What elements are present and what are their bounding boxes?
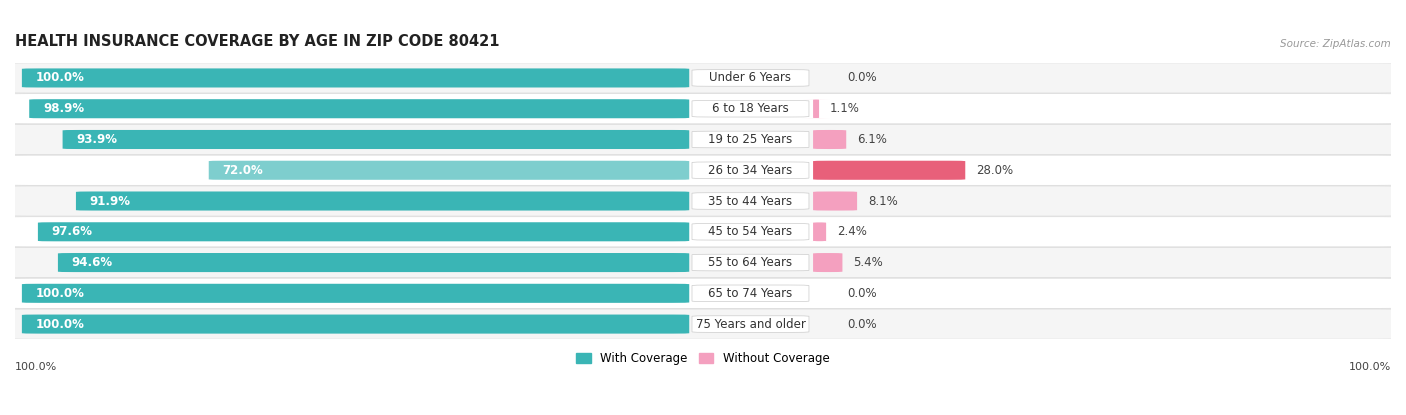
Text: 28.0%: 28.0% <box>976 164 1014 177</box>
FancyBboxPatch shape <box>692 100 808 117</box>
Text: 45 to 54 Years: 45 to 54 Years <box>709 225 793 238</box>
FancyBboxPatch shape <box>58 253 689 272</box>
FancyBboxPatch shape <box>813 130 846 149</box>
Text: 100.0%: 100.0% <box>1348 361 1391 371</box>
Text: 55 to 64 Years: 55 to 64 Years <box>709 256 793 269</box>
Text: 72.0%: 72.0% <box>222 164 263 177</box>
FancyBboxPatch shape <box>63 130 689 149</box>
FancyBboxPatch shape <box>8 63 1398 93</box>
Text: 0.0%: 0.0% <box>848 317 877 331</box>
Text: Source: ZipAtlas.com: Source: ZipAtlas.com <box>1281 39 1391 49</box>
Text: 1.1%: 1.1% <box>830 102 860 115</box>
FancyBboxPatch shape <box>30 99 689 118</box>
Text: 6.1%: 6.1% <box>858 133 887 146</box>
Text: 75 Years and older: 75 Years and older <box>696 317 806 331</box>
FancyBboxPatch shape <box>22 315 689 334</box>
FancyBboxPatch shape <box>810 222 830 241</box>
FancyBboxPatch shape <box>8 309 1398 339</box>
FancyBboxPatch shape <box>8 217 1398 247</box>
Text: 65 to 74 Years: 65 to 74 Years <box>709 287 793 300</box>
FancyBboxPatch shape <box>8 94 1398 124</box>
FancyBboxPatch shape <box>76 191 689 210</box>
Text: Under 6 Years: Under 6 Years <box>710 71 792 85</box>
Text: 19 to 25 Years: 19 to 25 Years <box>709 133 793 146</box>
Text: 26 to 34 Years: 26 to 34 Years <box>709 164 793 177</box>
FancyBboxPatch shape <box>692 162 808 178</box>
FancyBboxPatch shape <box>692 254 808 271</box>
Text: 100.0%: 100.0% <box>35 71 84 85</box>
FancyBboxPatch shape <box>692 316 808 332</box>
FancyBboxPatch shape <box>8 124 1398 154</box>
FancyBboxPatch shape <box>208 161 689 180</box>
Text: 98.9%: 98.9% <box>44 102 84 115</box>
Legend: With Coverage, Without Coverage: With Coverage, Without Coverage <box>572 347 834 369</box>
FancyBboxPatch shape <box>692 285 808 302</box>
Text: 2.4%: 2.4% <box>837 225 868 238</box>
FancyBboxPatch shape <box>8 247 1398 278</box>
FancyBboxPatch shape <box>813 191 858 210</box>
Text: 0.0%: 0.0% <box>848 71 877 85</box>
Text: 8.1%: 8.1% <box>868 195 898 208</box>
FancyBboxPatch shape <box>692 131 808 148</box>
Text: 94.6%: 94.6% <box>72 256 112 269</box>
Text: 0.0%: 0.0% <box>848 287 877 300</box>
FancyBboxPatch shape <box>38 222 689 241</box>
Text: 100.0%: 100.0% <box>35 287 84 300</box>
Text: 6 to 18 Years: 6 to 18 Years <box>711 102 789 115</box>
FancyBboxPatch shape <box>692 224 808 240</box>
Text: 93.9%: 93.9% <box>76 133 117 146</box>
Text: 5.4%: 5.4% <box>853 256 883 269</box>
Text: 100.0%: 100.0% <box>15 361 58 371</box>
FancyBboxPatch shape <box>692 70 808 86</box>
Text: 91.9%: 91.9% <box>90 195 131 208</box>
FancyBboxPatch shape <box>692 193 808 209</box>
Text: 35 to 44 Years: 35 to 44 Years <box>709 195 793 208</box>
FancyBboxPatch shape <box>8 155 1398 186</box>
FancyBboxPatch shape <box>22 68 689 88</box>
Text: HEALTH INSURANCE COVERAGE BY AGE IN ZIP CODE 80421: HEALTH INSURANCE COVERAGE BY AGE IN ZIP … <box>15 34 499 49</box>
FancyBboxPatch shape <box>22 284 689 303</box>
FancyBboxPatch shape <box>803 99 830 118</box>
FancyBboxPatch shape <box>8 186 1398 216</box>
FancyBboxPatch shape <box>813 253 842 272</box>
Text: 100.0%: 100.0% <box>35 317 84 331</box>
FancyBboxPatch shape <box>813 161 966 180</box>
FancyBboxPatch shape <box>8 278 1398 308</box>
Text: 97.6%: 97.6% <box>52 225 93 238</box>
